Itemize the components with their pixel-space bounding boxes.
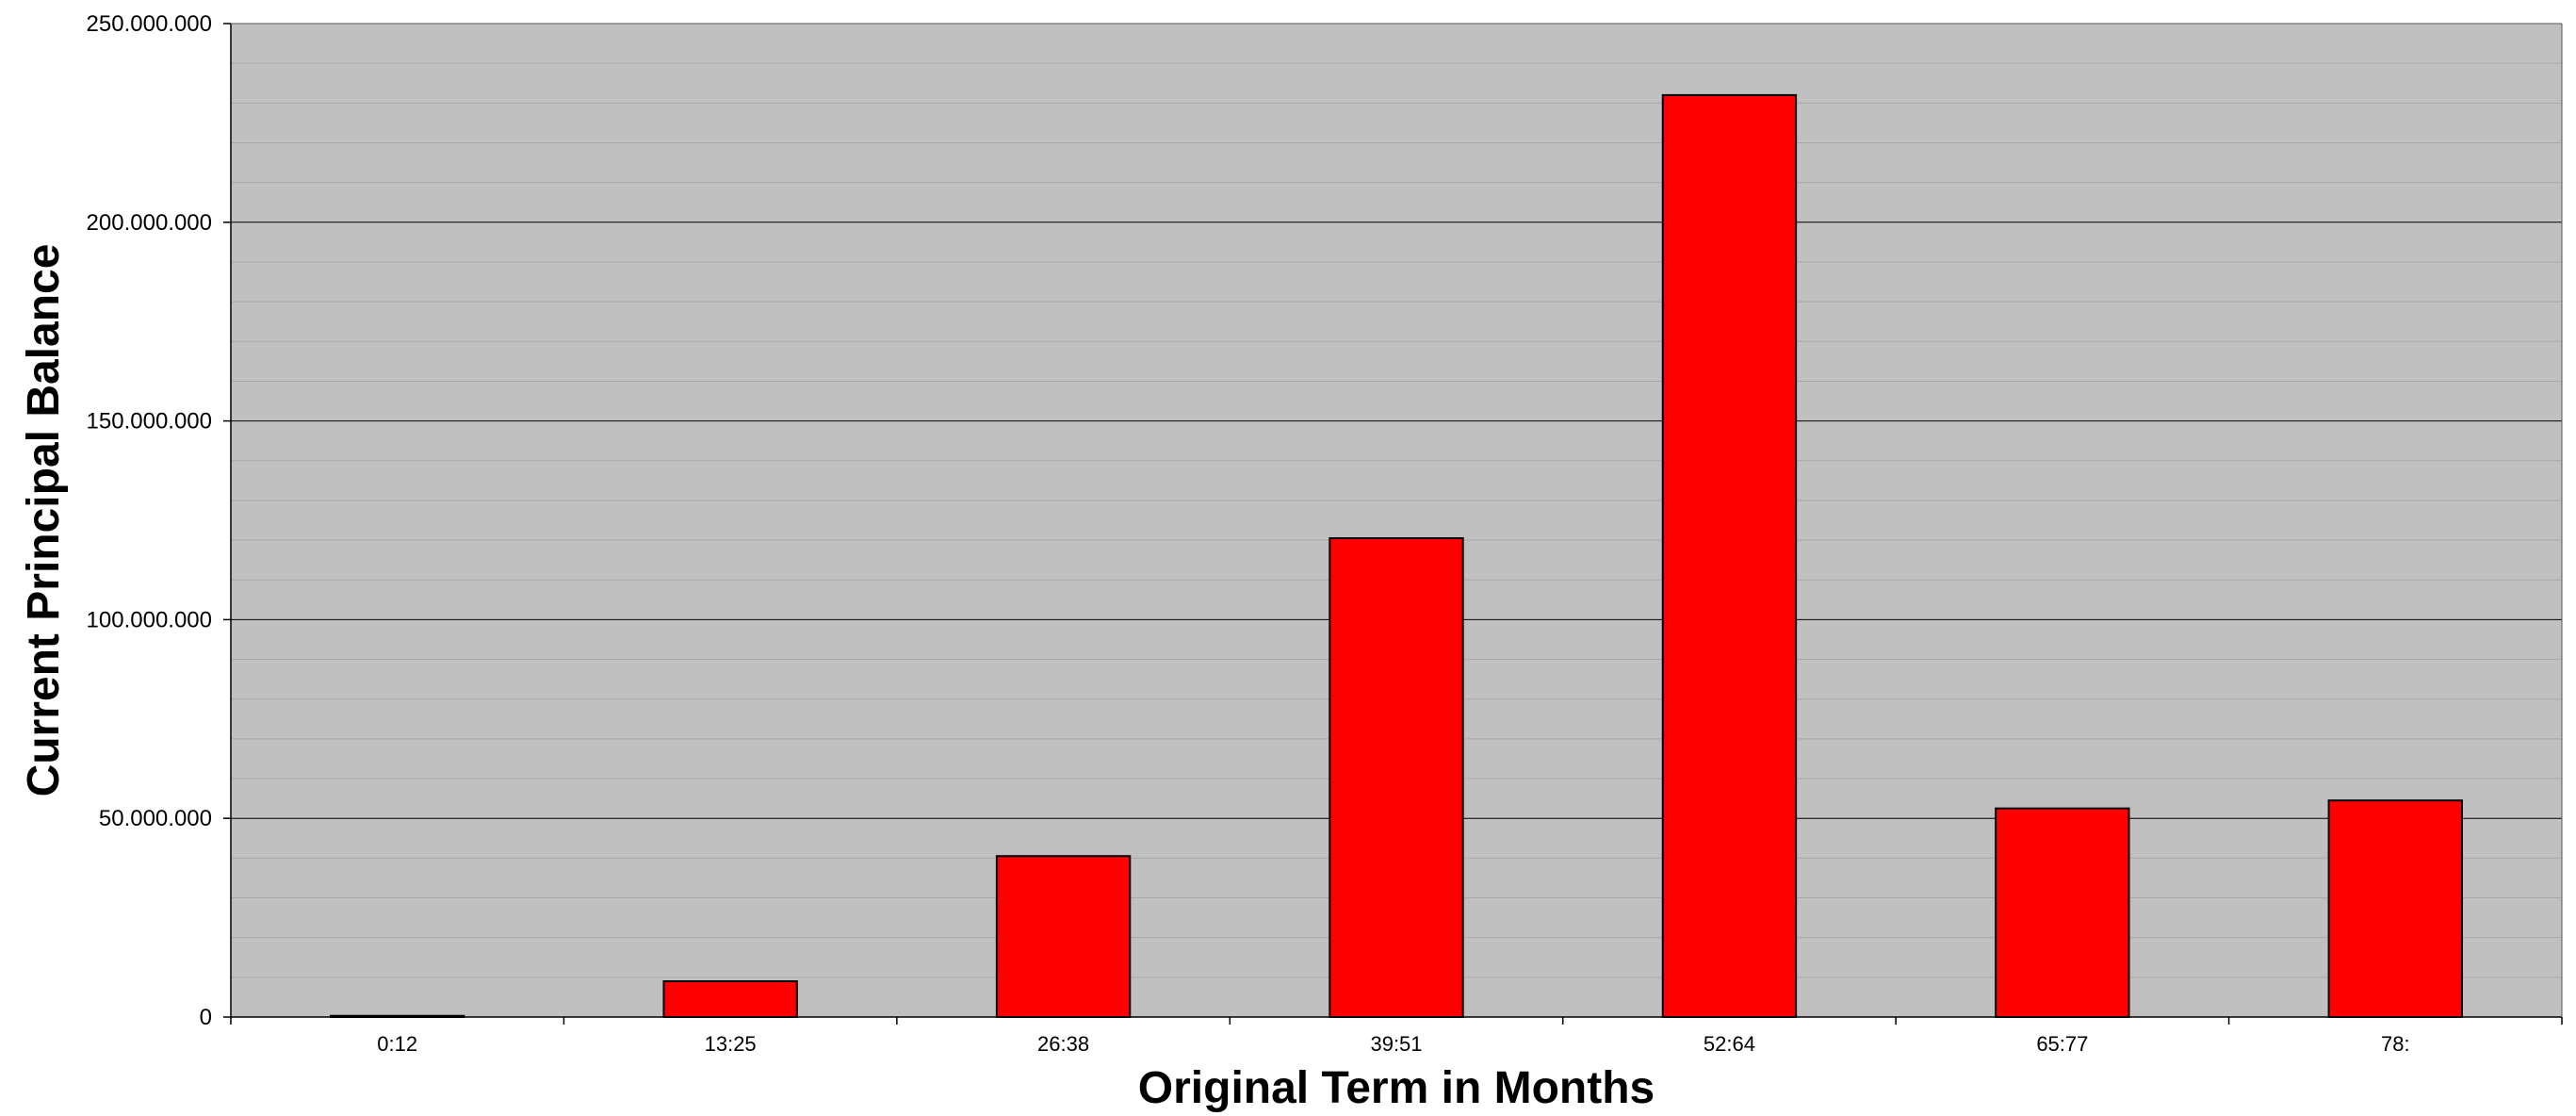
y-axis-title: Current Principal Balance	[19, 244, 69, 797]
y-tick-label: 150.000.000	[87, 409, 212, 435]
bar-65-77	[1995, 807, 2130, 1018]
x-tick-label: 13:25	[705, 1032, 757, 1056]
x-tick-label: 0:12	[377, 1032, 417, 1056]
x-tick-label: 52:64	[1704, 1032, 1755, 1056]
y-axis-tick-labels: 0 50.000.000 100.000.000 150.000.000 200.000…	[87, 11, 212, 1030]
bar-52-64	[1661, 93, 1798, 1018]
bar-13-25	[662, 980, 798, 1019]
x-axis-title: Original Term in Months	[1138, 1063, 1655, 1113]
y-tick-label: 250.000.000	[87, 11, 212, 37]
y-tick-label: 0	[200, 1005, 212, 1030]
y-tick-label: 50.000.000	[99, 806, 212, 831]
bar-26-38	[995, 855, 1132, 1019]
x-axis-tick-labels: 0:12 13:25 26:38 39:51 52:64 65:77 78:	[377, 1032, 2409, 1056]
x-tick-label: 78:	[2381, 1032, 2410, 1056]
axes	[223, 23, 2563, 1025]
x-tick-label: 26:38	[1037, 1032, 1089, 1056]
bar-78-plus	[2327, 799, 2463, 1019]
x-tick-label: 39:51	[1370, 1032, 1422, 1056]
x-tick-label: 65:77	[2036, 1032, 2088, 1056]
bars	[330, 93, 2463, 1019]
y-tick-label: 200.000.000	[87, 210, 212, 236]
bar-39-51	[1329, 536, 1464, 1018]
y-tick-label: 100.000.000	[87, 607, 212, 632]
